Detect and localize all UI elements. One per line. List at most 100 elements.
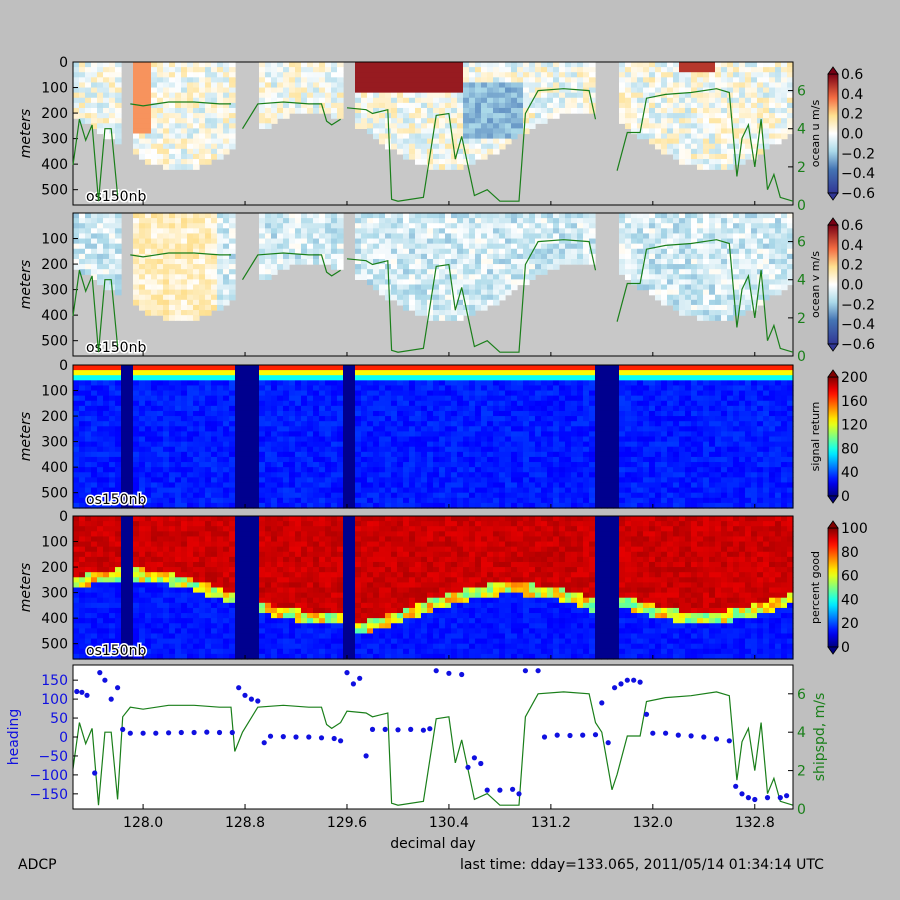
heatmap-cell: [73, 258, 80, 265]
heatmap-cell: [745, 107, 752, 114]
heatmap-cell: [439, 113, 446, 119]
heatmap-cell: [367, 248, 374, 255]
heatmap-cell: [301, 97, 308, 104]
heatmap-cell: [325, 72, 332, 78]
heatmap-cell: [775, 279, 782, 286]
heatmap-cell: [751, 279, 758, 286]
heatmap-cell: [643, 269, 650, 275]
heatmap-cell: [409, 118, 416, 124]
heatmap-cell: [205, 118, 212, 124]
heatmap-cell: [337, 87, 344, 94]
heatmap-cell: [553, 92, 560, 99]
heatmap-cell: [247, 390, 254, 397]
heatmap-cell: [265, 107, 272, 114]
heatmap-cell: [445, 102, 452, 109]
heatmap-cell: [283, 451, 290, 458]
heatmap-cell: [79, 492, 86, 499]
heatmap-cell: [511, 82, 518, 89]
heatmap-cell: [91, 431, 98, 438]
heatmap-cell: [535, 113, 542, 119]
heatmap-cell: [91, 92, 98, 99]
heatmap-cell: [301, 462, 308, 468]
heatmap-cell: [205, 304, 212, 311]
heatmap-cell: [139, 497, 146, 504]
heatmap-cell: [373, 102, 380, 109]
heatmap-cell: [757, 148, 764, 155]
heatmap-cell: [409, 97, 416, 104]
heatmap-cell: [169, 289, 176, 296]
heatmap-cell: [559, 102, 566, 109]
heatmap-cell: [265, 380, 272, 387]
heatmap-cell: [121, 431, 128, 438]
heatmap-cell: [511, 113, 518, 119]
heatmap-cell: [121, 456, 128, 463]
heatmap-cell: [787, 107, 794, 114]
heatmap-cell: [133, 289, 140, 296]
heatmap-cell: [199, 456, 206, 463]
heatmap-cell: [97, 416, 104, 422]
heatmap-cell: [499, 97, 506, 104]
heatmap-cell: [619, 218, 626, 224]
heatmap-cell: [643, 284, 650, 291]
heatmap-cell: [115, 492, 122, 499]
heatmap-cell: [547, 67, 554, 73]
heatmap-cell: [373, 405, 380, 412]
heatmap-cell: [475, 223, 482, 229]
heatmap-cell: [223, 274, 230, 280]
heatmap-cell: [373, 400, 380, 407]
heatmap-cell: [679, 92, 686, 99]
heatmap-cell: [685, 253, 692, 260]
heatmap-cell: [325, 233, 332, 240]
heatmap-cell: [265, 487, 272, 494]
heatmap-cell: [97, 421, 104, 427]
heatmap-cell: [295, 405, 302, 412]
heatmap-cell: [325, 228, 332, 235]
heatmap-cell: [301, 92, 308, 99]
heatmap-cell: [205, 243, 212, 250]
heatmap-cell: [181, 451, 188, 458]
heatmap-cell: [175, 299, 182, 306]
heatmap-cell: [325, 462, 332, 468]
heatmap-cell: [535, 77, 542, 84]
heatmap-cell: [127, 462, 134, 468]
heatmap-cell: [217, 113, 224, 119]
heatmap-cell: [505, 228, 512, 235]
heatmap-cell: [481, 138, 488, 145]
heatmap-cell: [709, 228, 716, 235]
heatmap-cell: [685, 77, 692, 84]
heatmap-cell: [409, 233, 416, 240]
heatmap-cell: [307, 218, 314, 224]
heatmap-cell: [133, 395, 140, 402]
heatmap-cell: [307, 97, 314, 104]
heatmap-cell: [289, 385, 296, 392]
heatmap-cell: [769, 233, 776, 240]
heatmap-cell: [205, 456, 212, 463]
heatmap-cell: [781, 248, 788, 255]
heatmap-cell: [289, 431, 296, 438]
heatmap-cell: [379, 118, 386, 124]
heatmap-cell: [175, 128, 182, 135]
heatmap-cell: [709, 213, 716, 219]
heatmap-cell: [511, 62, 518, 68]
heatmap-cell: [163, 289, 170, 296]
heatmap-cell: [187, 274, 194, 280]
heatmap-cell: [187, 269, 194, 275]
heatmap-cell: [433, 218, 440, 224]
heatmap-cell: [139, 456, 146, 463]
heatmap-cell: [373, 467, 380, 473]
heatmap-cell: [463, 279, 470, 286]
heatmap-cell: [115, 213, 122, 219]
heatmap-cell: [103, 218, 110, 224]
heatmap-cell: [361, 441, 368, 448]
heatmap-cell: [397, 289, 404, 296]
heatmap-cell: [289, 218, 296, 224]
heatmap-cell: [541, 92, 548, 99]
heatmap-cell: [433, 143, 440, 150]
heatmap-cell: [289, 67, 296, 73]
heatmap-cell: [703, 143, 710, 150]
heatmap-cell: [289, 497, 296, 504]
heatmap-cell: [139, 213, 146, 219]
heatmap-cell: [259, 77, 266, 84]
heatmap-cell: [121, 410, 128, 417]
heatmap-cell: [145, 310, 152, 316]
